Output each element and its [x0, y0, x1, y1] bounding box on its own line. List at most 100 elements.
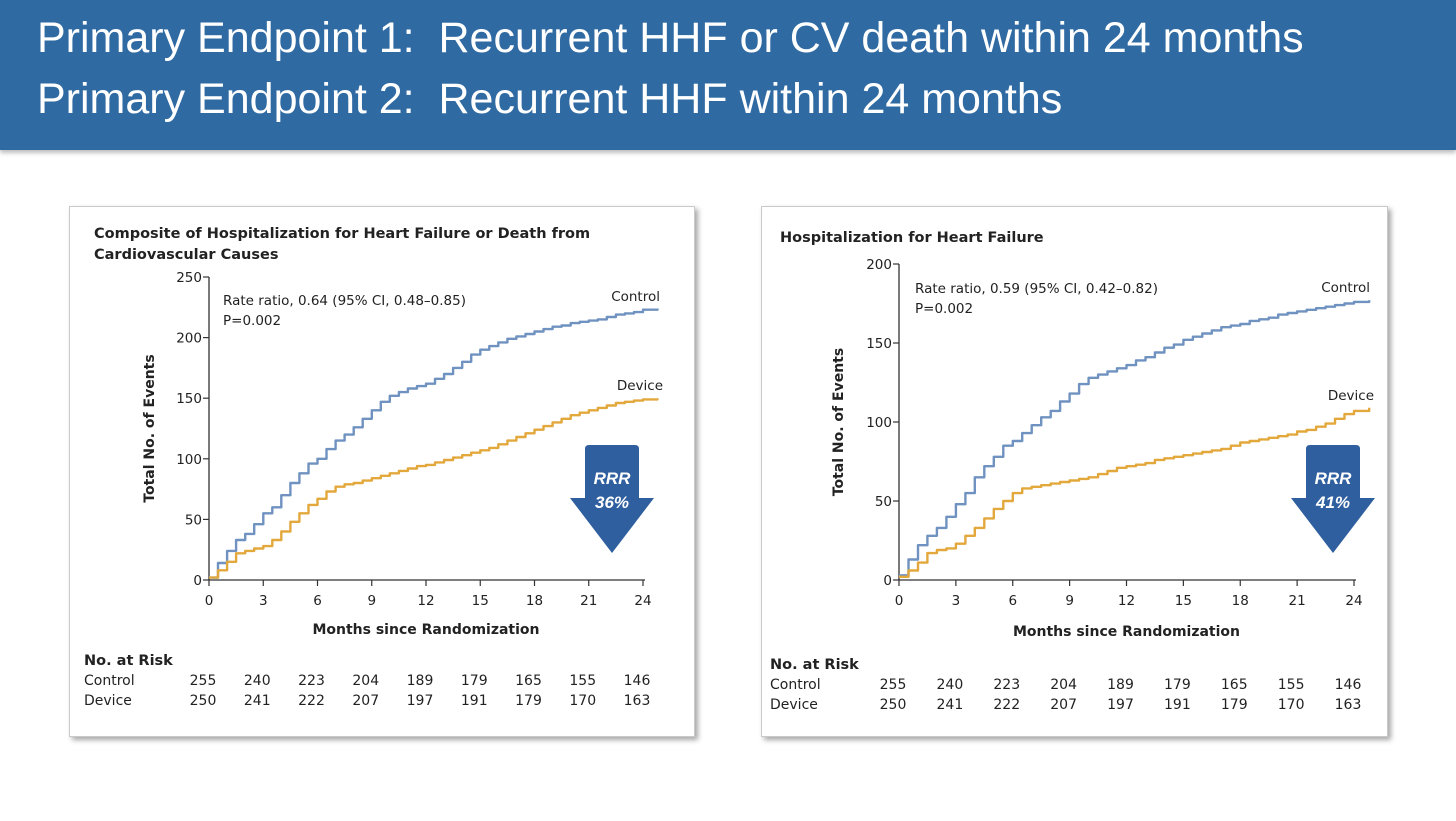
risk-cell: 222: [993, 697, 1020, 713]
y-tick-label: 0: [883, 573, 892, 589]
risk-cell: 191: [461, 693, 488, 709]
risk-cell: 179: [461, 673, 488, 689]
risk-cell: 255: [880, 677, 907, 693]
risk-cell: 250: [190, 693, 217, 709]
y-tick-label: 50: [185, 512, 202, 528]
y-tick-label: 150: [176, 391, 202, 407]
y-tick-label: 0: [193, 573, 202, 589]
x-tick-label: 24: [634, 593, 651, 609]
risk-cell: 197: [1107, 697, 1134, 713]
x-tick-label: 21: [580, 593, 597, 609]
risk-table-header: No. at Risk: [84, 653, 173, 669]
y-tick-label: 200: [866, 257, 892, 273]
risk-row-label: Control: [84, 673, 135, 689]
chart-panel-hhf: Hospitalization for Heart Failure 0 50 100 1…: [761, 206, 1388, 737]
y-tick-label: 100: [866, 415, 892, 431]
risk-cell: 179: [515, 693, 542, 709]
x-tick-label: 9: [367, 593, 376, 609]
device-series-label: Device: [1328, 388, 1374, 404]
risk-cell: 146: [624, 673, 651, 689]
risk-cell: 197: [407, 693, 434, 709]
y-tick-label: 150: [866, 336, 892, 352]
control-series-label: Control: [611, 289, 660, 305]
rrr-arrow-shape: [1291, 445, 1375, 553]
p-value-text: P=0.002: [915, 301, 973, 317]
rrr-arrow: RRR 36%: [570, 445, 654, 553]
y-tick-label: 50: [875, 494, 892, 510]
control-series-line: [899, 300, 1371, 577]
risk-cell: 163: [1335, 697, 1362, 713]
risk-cell: 204: [352, 673, 379, 689]
p-value-text: P=0.002: [223, 313, 281, 329]
x-tick-label: 12: [1118, 593, 1135, 609]
chart-title-line: Hospitalization for Heart Failure: [780, 230, 1044, 246]
rrr-arrow: RRR 41%: [1291, 445, 1375, 553]
risk-cell: 223: [298, 673, 325, 689]
x-tick-label: 0: [895, 593, 904, 609]
rrr-label: RRR: [1315, 469, 1353, 488]
risk-cell: 179: [1164, 677, 1191, 693]
x-tick-label: 9: [1065, 593, 1074, 609]
risk-cell: 250: [880, 697, 907, 713]
risk-cell: 155: [1278, 677, 1305, 693]
x-tick-label: 0: [205, 593, 214, 609]
risk-cell: 170: [1278, 697, 1305, 713]
risk-cell: 241: [244, 693, 271, 709]
risk-cell: 207: [1050, 697, 1077, 713]
x-tick-label: 18: [1232, 593, 1249, 609]
y-axis-label: Total No. of Events: [142, 354, 158, 502]
risk-cell: 241: [937, 697, 964, 713]
x-axis-label: Months since Randomization: [312, 622, 539, 638]
risk-cell: 204: [1050, 677, 1077, 693]
risk-cell: 255: [190, 673, 217, 689]
y-axis-label: Total No. of Events: [831, 348, 847, 496]
y-tick-label: 100: [176, 452, 202, 468]
risk-cell: 165: [1221, 677, 1248, 693]
risk-cell: 155: [569, 673, 596, 689]
x-tick-label: 3: [952, 593, 961, 609]
y-tick-label: 250: [176, 270, 202, 286]
device-series-line: [899, 407, 1371, 578]
rate-ratio-text: Rate ratio, 0.64 (95% CI, 0.48–0.85): [223, 293, 466, 309]
risk-cell: 189: [1107, 677, 1134, 693]
control-series-label: Control: [1321, 280, 1370, 296]
chart-title-line: Composite of Hospitalization for Heart F…: [94, 226, 590, 242]
x-tick-label: 15: [472, 593, 489, 609]
rate-ratio-text: Rate ratio, 0.59 (95% CI, 0.42–0.82): [915, 281, 1158, 297]
x-tick-label: 6: [313, 593, 322, 609]
risk-cell: 240: [937, 677, 964, 693]
control-series-line: [209, 308, 659, 579]
risk-cell: 240: [244, 673, 271, 689]
composite-events-chart: Composite of Hospitalization for Heart F…: [84, 226, 663, 709]
device-series-label: Device: [617, 378, 663, 394]
risk-cell: 146: [1335, 677, 1362, 693]
hhf-events-chart: Hospitalization for Heart Failure 0 50 100 1…: [770, 230, 1375, 713]
device-series-line: [209, 398, 659, 579]
risk-table-header: No. at Risk: [770, 657, 859, 673]
risk-row-label: Device: [770, 697, 818, 713]
x-tick-label: 3: [259, 593, 268, 609]
chart-panel-composite: Composite of Hospitalization for Heart F…: [69, 206, 695, 737]
risk-cell: 191: [1164, 697, 1191, 713]
risk-cell: 207: [352, 693, 379, 709]
x-tick-label: 12: [417, 593, 434, 609]
risk-cell: 163: [624, 693, 651, 709]
y-tick-label: 200: [176, 331, 202, 347]
rrr-value: 41%: [1315, 493, 1350, 512]
x-tick-label: 6: [1008, 593, 1017, 609]
rrr-arrow-shape: [570, 445, 654, 553]
risk-cell: 170: [569, 693, 596, 709]
x-tick-label: 24: [1345, 593, 1362, 609]
header-banner: Primary Endpoint 1: Recurrent HHF or CV …: [0, 0, 1456, 150]
chart-title-line: Cardiovascular Causes: [94, 247, 278, 263]
endpoint-1-title: Primary Endpoint 1: Recurrent HHF or CV …: [37, 14, 1304, 62]
risk-cell: 222: [298, 693, 325, 709]
risk-cell: 165: [515, 673, 542, 689]
risk-row-label: Device: [84, 693, 132, 709]
x-axis-label: Months since Randomization: [1013, 624, 1240, 640]
x-tick-label: 15: [1175, 593, 1192, 609]
x-tick-label: 21: [1289, 593, 1306, 609]
risk-cell: 179: [1221, 697, 1248, 713]
risk-cell: 189: [407, 673, 434, 689]
endpoint-2-title: Primary Endpoint 2: Recurrent HHF within…: [37, 75, 1063, 123]
